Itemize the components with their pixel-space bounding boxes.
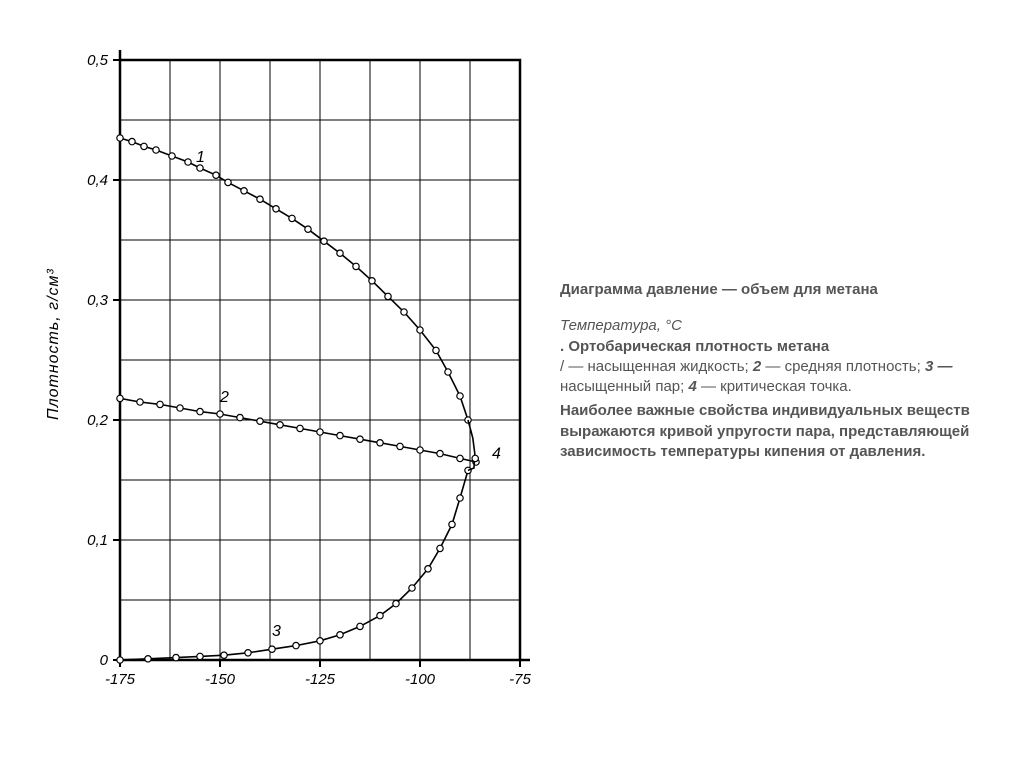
- svg-text:0,1: 0,1: [87, 532, 108, 549]
- svg-text:0,2: 0,2: [87, 412, 109, 429]
- svg-text:2: 2: [219, 389, 229, 406]
- svg-text:-125: -125: [305, 671, 336, 688]
- legend-3-txt: насыщенный пар;: [560, 378, 688, 395]
- caption-title: Диаграмма давление — объем для метана: [560, 280, 1000, 300]
- svg-text:0,3: 0,3: [87, 292, 109, 309]
- svg-text:0,4: 0,4: [87, 172, 108, 189]
- svg-text:Плотность, г/см³: Плотность, г/см³: [45, 268, 62, 420]
- caption-paragraph: Наиболее важные свойства индивидуальных …: [560, 401, 1000, 462]
- svg-text:0,5: 0,5: [87, 52, 109, 69]
- svg-text:1: 1: [196, 149, 205, 166]
- svg-text:-100: -100: [405, 671, 436, 688]
- legend-2-txt: — средняя плотность;: [761, 358, 925, 375]
- legend-4-txt: — критическая точка.: [697, 378, 852, 395]
- caption-block: Диаграмма давление — объем для метана Те…: [560, 280, 1000, 767]
- temp-label: Температура, °С: [560, 317, 682, 334]
- svg-text:-175: -175: [105, 671, 136, 688]
- svg-text:4: 4: [492, 445, 501, 462]
- svg-text:-150: -150: [205, 671, 236, 688]
- chart-container: 0 0,1 0,2 0,3 0,4 0,5 -175 -150 -125 -100 -75 Плотн…: [20, 20, 540, 740]
- legend-4-num: 4: [688, 378, 696, 395]
- density-chart: 0 0,1 0,2 0,3 0,4 0,5 -175 -150 -125 -100 -75 Плотн…: [20, 20, 540, 740]
- svg-text:3: 3: [272, 623, 281, 640]
- subtitle: . Ортобарическая плотность метана: [560, 338, 829, 355]
- svg-text:-75: -75: [509, 671, 531, 688]
- legend-1a: / — насыщенная жидкость;: [560, 358, 753, 375]
- svg-text:0: 0: [100, 652, 109, 669]
- legend-3-num: 3 —: [925, 358, 953, 375]
- legend-2-num: 2: [753, 358, 761, 375]
